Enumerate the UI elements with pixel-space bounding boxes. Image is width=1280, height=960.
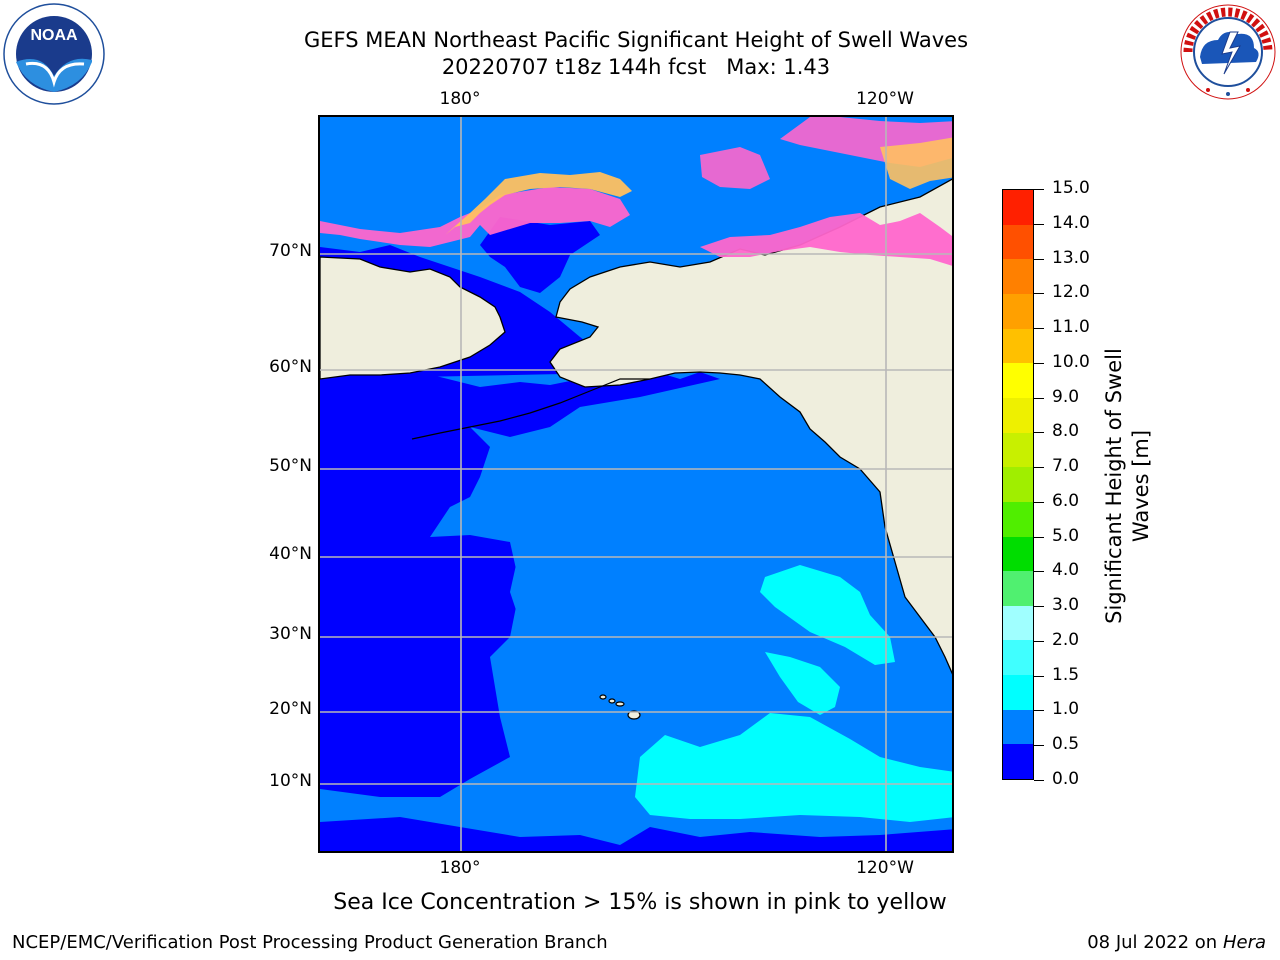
colorbar-tick <box>1034 606 1044 608</box>
colorbar-tick-label: 11.0 <box>1052 317 1090 338</box>
colorbar-tick-label: 14.0 <box>1052 212 1090 233</box>
colorbar-tick-label: 4.0 <box>1052 560 1080 581</box>
colorbar-tick-label: 13.0 <box>1052 247 1090 268</box>
colorbar-segment <box>1003 571 1033 606</box>
colorbar-tick-label: 3.0 <box>1052 595 1080 616</box>
colorbar <box>1002 189 1034 780</box>
lat-label-30n: 30°N <box>269 624 312 644</box>
colorbar-segment <box>1003 675 1033 710</box>
colorbar-tick <box>1034 293 1044 295</box>
colorbar-tick <box>1034 432 1044 434</box>
colorbar-segment <box>1003 640 1033 676</box>
lon-label-bottom-180: 180° <box>439 858 481 878</box>
colorbar-tick <box>1034 780 1044 781</box>
colorbar-tick <box>1034 397 1044 399</box>
lon-label-bottom-120w: 120°W <box>856 858 914 878</box>
swell-region-1.0-1.5-mid <box>765 652 840 715</box>
sea-ice-arctic-islands <box>700 117 952 189</box>
colorbar-segment <box>1003 432 1033 468</box>
colorbar-segment <box>1003 294 1033 329</box>
colorbar-tick <box>1034 501 1044 503</box>
colorbar-tick <box>1034 571 1044 573</box>
colorbar-segment <box>1003 744 1033 779</box>
aleutian-islands <box>411 378 650 440</box>
colorbar-tick-label: 0.0 <box>1052 769 1080 789</box>
colorbar-tick <box>1034 536 1044 538</box>
colorbar-tick <box>1034 258 1044 260</box>
colorbar-tick-label: 0.5 <box>1052 734 1080 755</box>
lat-label-50n: 50°N <box>269 456 312 476</box>
swell-region-0-0.5-south <box>320 817 952 851</box>
swell-region-1.0-1.5-south <box>635 713 952 822</box>
land-siberia <box>320 256 506 380</box>
footer-credit: NCEP/EMC/Verification Post Processing Pr… <box>12 932 608 953</box>
colorbar-title: Significant Height of Swell Waves [m] <box>1101 321 1155 651</box>
colorbar-segment <box>1003 397 1033 433</box>
lat-label-20n: 20°N <box>269 699 312 719</box>
noaa-logo: NOAA <box>2 2 106 106</box>
colorbar-tick-label: 2.0 <box>1052 629 1080 650</box>
hawaii-islands <box>599 694 641 720</box>
colorbar-tick-label: 1.0 <box>1052 699 1080 720</box>
colorbar-tick-label: 10.0 <box>1052 351 1090 372</box>
graticule <box>320 117 952 851</box>
colorbar-tick-label: 9.0 <box>1052 386 1080 407</box>
sea-ice-beaufort <box>700 213 952 266</box>
colorbar-title-line1: Significant Height of Swell <box>1102 348 1126 624</box>
lon-label-top-180: 180° <box>439 89 481 109</box>
lat-label-10n: 10°N <box>269 771 312 791</box>
colorbar-tick <box>1034 640 1044 642</box>
colorbar-segment <box>1003 363 1033 398</box>
colorbar-segment <box>1003 259 1033 295</box>
noaa-logo-text: NOAA <box>30 27 78 44</box>
colorbar-tick <box>1034 328 1044 330</box>
colorbar-segment <box>1003 605 1033 641</box>
footer-host: Hera <box>1222 932 1266 953</box>
footer-date: 08 Jul 2022 on Hera <box>1087 932 1266 953</box>
nws-logo <box>1178 2 1278 102</box>
sea-ice-arctic-orange <box>880 137 952 189</box>
sea-ice-chukchi-edge <box>445 172 632 235</box>
swell-region-0-0.5-west <box>320 397 520 797</box>
colorbar-tick <box>1034 710 1044 712</box>
lon-label-top-120w: 120°W <box>856 89 914 109</box>
colorbar-tick-label: 8.0 <box>1052 421 1080 442</box>
lat-label-60n: 60°N <box>269 357 312 377</box>
sea-ice-note: Sea Ice Concentration > 15% is shown in … <box>333 890 947 915</box>
colorbar-tick-label: 1.5 <box>1052 664 1080 685</box>
chart-subtitle: 20220707 t18z 144h fcst Max: 1.43 <box>441 55 831 79</box>
lat-label-40n: 40°N <box>269 544 312 564</box>
colorbar-segment <box>1003 467 1033 502</box>
colorbar-tick <box>1034 745 1044 747</box>
colorbar-tick-label: 6.0 <box>1052 490 1080 511</box>
colorbar-tick <box>1034 189 1044 190</box>
colorbar-tick <box>1034 675 1044 677</box>
colorbar-segment <box>1003 501 1033 537</box>
colorbar-segment <box>1003 190 1033 225</box>
colorbar-tick-label: 15.0 <box>1052 178 1090 198</box>
colorbar-tick-label: 5.0 <box>1052 525 1080 546</box>
colorbar-tick <box>1034 223 1044 225</box>
colorbar-tick <box>1034 467 1044 469</box>
colorbar-segment <box>1003 328 1033 364</box>
colorbar-segment <box>1003 536 1033 572</box>
colorbar-title-line2: Waves [m] <box>1129 429 1153 543</box>
colorbar-tick-label: 12.0 <box>1052 282 1090 303</box>
colorbar-tick-label: 7.0 <box>1052 456 1080 477</box>
footer-date-text: 08 Jul 2022 on <box>1087 932 1223 953</box>
swell-height-map <box>318 115 954 853</box>
lat-label-70n: 70°N <box>269 241 312 261</box>
swell-region-0.5-1.0-tongue <box>500 442 600 622</box>
swell-region-0-0.5-arctic <box>480 217 600 293</box>
colorbar-segment <box>1003 709 1033 745</box>
chart-title: GEFS MEAN Northeast Pacific Significant … <box>303 28 969 52</box>
colorbar-segment <box>1003 224 1033 260</box>
colorbar-tick <box>1034 362 1044 364</box>
swell-region-1.0-1.5-east <box>760 565 895 665</box>
